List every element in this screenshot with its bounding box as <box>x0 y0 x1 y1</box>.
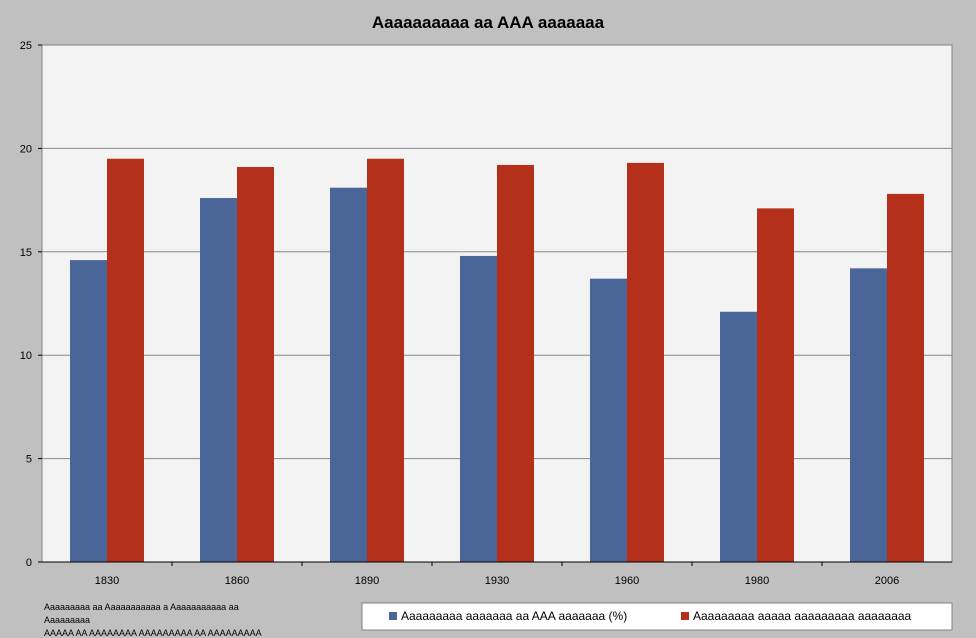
bar-series-2 <box>107 158 144 563</box>
x-tick-label: 1860 <box>225 575 249 587</box>
bar-series-2 <box>367 158 404 563</box>
footnote-line-2: Aaaaaaaaa <box>44 615 90 625</box>
y-tick-label: 15 <box>20 247 32 259</box>
bar-series-1 <box>590 278 627 562</box>
legend-label-series-2: Aaaaaaaaa aaaaa aaaaaaaaa aaaaaaaa <box>693 609 912 623</box>
bar-series-1 <box>200 198 237 563</box>
footnote: Aaaaaaaaa aa Aaaaaaaaaaa a Aaaaaaaaaaa a… <box>44 602 262 638</box>
legend-swatch-series-1 <box>389 612 397 620</box>
y-tick-label: 0 <box>26 557 32 569</box>
y-tick-label: 5 <box>26 454 32 466</box>
bar-series-2 <box>237 167 274 562</box>
bar-series-1 <box>70 260 107 562</box>
y-tick-label: 10 <box>20 350 32 362</box>
y-tick-label: 25 <box>20 40 32 52</box>
y-axis-ticks: 0 5 10 15 20 25 <box>20 40 42 569</box>
bar-series-2 <box>627 162 664 562</box>
legend: Aaaaaaaaa aaaaaaa aa AAA aaaaaaa (%) Aaa… <box>361 602 953 631</box>
x-tick-label: 1930 <box>485 575 509 587</box>
bars <box>70 158 924 563</box>
legend-box <box>361 602 953 631</box>
bar-series-2 <box>757 208 794 562</box>
bar-series-2 <box>497 164 534 562</box>
x-tick-label: 1830 <box>95 575 119 587</box>
x-axis: 1830 1860 1890 1930 1960 1980 2006 <box>42 561 952 587</box>
bar-series-1 <box>460 255 497 562</box>
bar-series-1 <box>330 187 367 562</box>
bar-series-1 <box>720 311 757 562</box>
footnote-line-3: AAAAA AA AAAAAAAA AAAAAAAAA AA AAAAAAAAA <box>44 628 262 638</box>
x-tick-label: 1960 <box>615 575 639 587</box>
x-tick-label: 1890 <box>355 575 379 587</box>
bar-series-2 <box>887 193 924 562</box>
bar-series-1 <box>850 268 887 562</box>
legend-swatch-series-2 <box>681 612 689 620</box>
x-tick-label: 2006 <box>875 575 899 587</box>
y-tick-label: 20 <box>20 143 32 155</box>
chart-title: Aaaaaaaaaa aa AAA aaaaaaa <box>372 13 605 32</box>
footnote-line-1: Aaaaaaaaa aa Aaaaaaaaaaa a Aaaaaaaaaaa a… <box>44 602 239 612</box>
x-tick-label: 1980 <box>745 575 769 587</box>
legend-label-series-1: Aaaaaaaaa aaaaaaa aa AAA aaaaaaa (%) <box>401 609 627 623</box>
